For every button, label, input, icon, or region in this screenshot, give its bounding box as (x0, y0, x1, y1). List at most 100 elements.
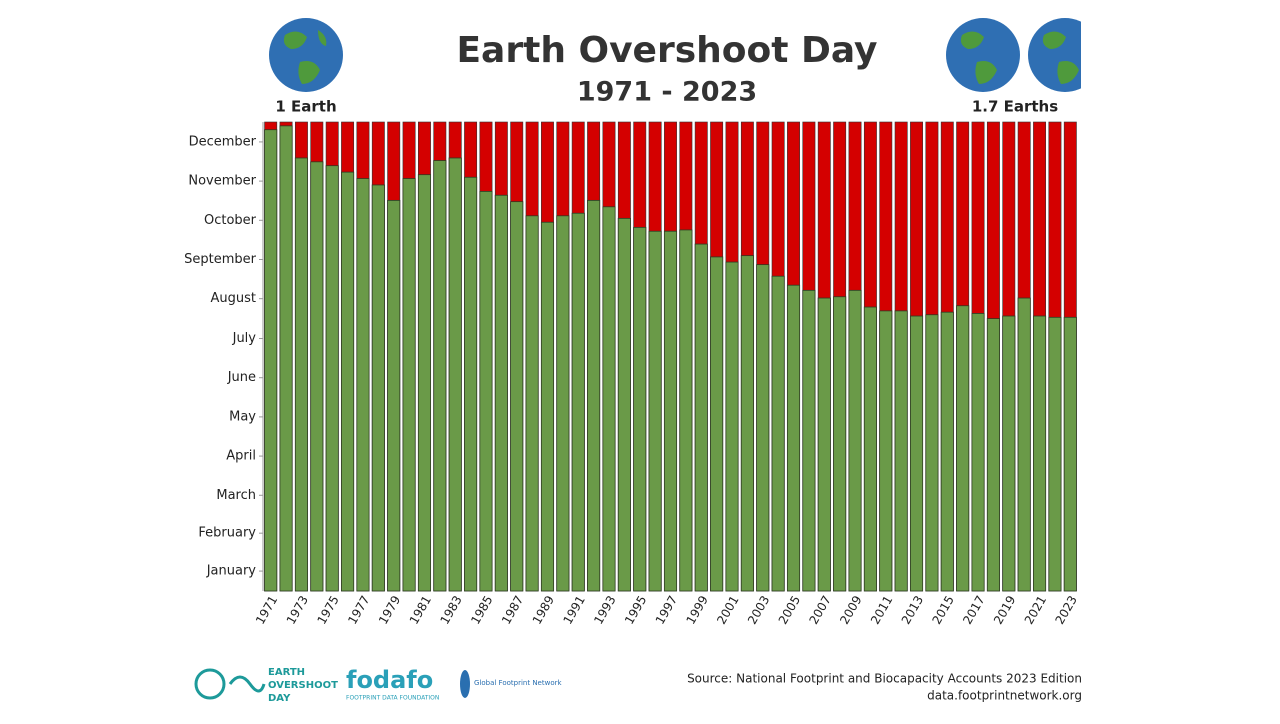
x-tick-label: 2005 (776, 593, 803, 626)
bar (510, 201, 524, 592)
bar (556, 215, 570, 592)
bar (710, 256, 724, 592)
logo-text: EARTH (268, 667, 305, 678)
bar (771, 275, 785, 592)
x-tick-label: 2021 (1022, 593, 1049, 626)
logo-eod: EARTH OVERSHOOT DAY (194, 667, 338, 704)
bar (617, 217, 631, 592)
bar (679, 229, 693, 592)
x-tick-label: 2015 (930, 593, 957, 626)
bar (279, 125, 293, 592)
bar (525, 215, 539, 592)
x-tick-label: 1997 (653, 593, 680, 626)
logo-sub: FOOTPRINT DATA FOUNDATION (346, 695, 439, 702)
y-tick-label: May (229, 409, 256, 424)
bar (725, 261, 739, 592)
x-tick-label: 1981 (407, 593, 434, 626)
bar (848, 289, 862, 592)
x-tick-label: 2017 (960, 593, 987, 626)
x-tick-label: 2009 (837, 593, 864, 626)
bar (863, 306, 877, 592)
right-note: 1.7 Earths (972, 98, 1058, 116)
bar (740, 255, 754, 592)
bar (1033, 315, 1047, 592)
source-url: data.footprintnetwork.org (927, 689, 1082, 703)
bar (417, 174, 432, 592)
y-tick-label: October (204, 213, 257, 228)
x-tick-label: 1983 (437, 593, 464, 626)
bar (402, 178, 416, 592)
bar (433, 160, 447, 592)
bar (940, 311, 954, 592)
logo-gfn: Global Footprint Network (474, 679, 562, 687)
bar (1063, 316, 1077, 592)
bar (325, 165, 339, 592)
logo-foot (460, 670, 470, 698)
bar (264, 129, 278, 592)
x-tick-label: 1979 (376, 593, 403, 626)
x-tick-label: 1991 (560, 593, 587, 626)
bar (956, 305, 970, 592)
x-tick-label: 1985 (468, 593, 495, 626)
y-tick-label: July (232, 331, 257, 346)
bar (479, 190, 493, 592)
bar (817, 297, 831, 592)
x-tick-label: 2019 (991, 593, 1018, 626)
bar (1002, 315, 1016, 592)
x-tick-label: 2007 (807, 593, 834, 626)
bar (602, 206, 616, 592)
x-tick-label: 1971 (253, 593, 280, 626)
bar (387, 199, 401, 592)
globe (269, 18, 343, 92)
bar (1048, 316, 1062, 592)
x-tick-label: 2001 (714, 593, 741, 626)
bar (909, 315, 924, 592)
y-tick-label: August (211, 291, 257, 306)
x-tick-label: 1973 (284, 593, 311, 626)
x-tick-label: 1995 (622, 593, 649, 626)
y-tick-label: December (189, 134, 257, 149)
bar (833, 296, 847, 592)
bar (663, 230, 678, 592)
bar (648, 230, 662, 592)
bar (894, 310, 908, 592)
bar (986, 318, 1000, 592)
y-tick-label: June (227, 370, 256, 385)
left-note: 1 Earth (275, 98, 336, 116)
bar (356, 178, 370, 592)
x-tick-label: 2011 (868, 593, 895, 626)
y-tick-label: January (206, 564, 257, 579)
y-tick-label: April (226, 449, 256, 464)
x-tick-label: 2003 (745, 593, 772, 626)
bar (633, 226, 647, 592)
bar (786, 284, 801, 592)
bar (310, 161, 324, 592)
chart-title: Earth Overshoot Day (456, 30, 877, 71)
source: Source: National Footprint and Biocapaci… (687, 672, 1082, 686)
bar (494, 194, 508, 592)
bar (464, 176, 478, 592)
bar (587, 199, 601, 592)
bar (540, 221, 555, 592)
bar (294, 157, 308, 592)
x-tick-label: 1975 (314, 593, 341, 626)
bar (448, 157, 462, 592)
logo-text: OVERSHOOT (268, 680, 338, 691)
bar (802, 289, 816, 592)
logo-text: DAY (268, 693, 291, 704)
bar (694, 243, 708, 592)
x-tick-label: 1993 (591, 593, 618, 626)
y-tick-label: February (198, 526, 256, 541)
bar (925, 314, 939, 592)
bar (879, 310, 893, 592)
x-tick-label: 1999 (683, 593, 710, 626)
x-tick-label: 1977 (345, 593, 372, 626)
bar (371, 184, 385, 592)
bar (1017, 297, 1031, 592)
x-tick-label: 2023 (1053, 593, 1080, 626)
x-tick-label: 1987 (499, 593, 526, 626)
y-tick-label: September (184, 252, 257, 267)
logo-fodafo: fodafo (346, 666, 433, 694)
bar (971, 313, 985, 592)
